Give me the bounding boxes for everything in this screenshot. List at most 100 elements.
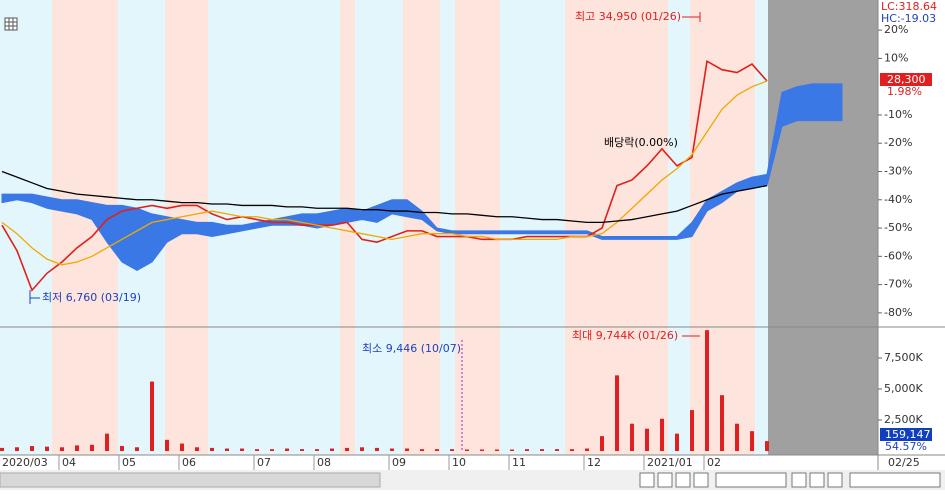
- y-tick-label: 7,500K: [884, 351, 923, 364]
- x-tick-label: 2021/01: [647, 456, 693, 469]
- x-end-label: 02/25: [888, 456, 920, 469]
- btn-stop[interactable]: [675, 472, 691, 488]
- volume-bar: [765, 441, 769, 451]
- readout-price: 28,300: [887, 73, 926, 86]
- volume-bar: [465, 449, 469, 451]
- readout-lc: LC:318.64: [881, 0, 937, 13]
- volume-bar: [720, 395, 724, 451]
- price-tag-bg: [880, 73, 932, 86]
- band: [500, 0, 565, 455]
- x-tick-label: 05: [122, 456, 136, 469]
- x-tick-label: 02: [707, 456, 721, 469]
- y-tick-label: -30%: [884, 165, 912, 178]
- x-tick-label: 07: [257, 456, 271, 469]
- volume-bar: [360, 447, 364, 451]
- volume-bar: [90, 444, 94, 451]
- volume-bar: [15, 447, 19, 451]
- y-tick-label: 5,000K: [884, 382, 923, 395]
- x-tick-label: 2020/03: [2, 456, 48, 469]
- volume-bar: [180, 443, 184, 451]
- volume-bar: [750, 431, 754, 451]
- y-tick-label: -70%: [884, 278, 912, 291]
- volume-bar: [135, 447, 139, 451]
- volume-bar: [705, 330, 709, 451]
- volume-bar: [165, 439, 169, 451]
- grid-icon[interactable]: [4, 17, 18, 31]
- volume-bar: [420, 449, 424, 451]
- volume-bar: [735, 423, 739, 451]
- y-tick-label: 2,500K: [884, 413, 923, 426]
- x-tick-label: 10: [452, 456, 466, 469]
- volume-bar: [525, 449, 529, 451]
- y-tick-label: -50%: [884, 221, 912, 234]
- volume-bar: [30, 446, 34, 451]
- band: [440, 0, 455, 455]
- volume-bar: [195, 447, 199, 451]
- volume-bar: [150, 381, 154, 451]
- volume-bar: [105, 433, 109, 451]
- y-tick-label: -40%: [884, 193, 912, 206]
- y-tick-label: -60%: [884, 249, 912, 262]
- band: [755, 0, 768, 455]
- volume-bar: [390, 448, 394, 451]
- volume-bar: [585, 448, 589, 451]
- volume-bar: [495, 449, 499, 451]
- annotation-vol-max: 최대 9,744K (01/26): [572, 329, 678, 342]
- btn-first[interactable]: [639, 472, 655, 488]
- volume-bar: [570, 449, 574, 451]
- volume-bar: [285, 448, 289, 451]
- x-tick-label: 11: [512, 456, 526, 469]
- btn-next[interactable]: [693, 472, 709, 488]
- cloud: [1, 83, 843, 272]
- volume-bar: [480, 449, 484, 451]
- readout-volume: 159,147: [885, 428, 931, 441]
- volume-bar: [45, 446, 49, 451]
- band: [768, 0, 878, 455]
- band: [340, 0, 355, 455]
- volume-bar: [555, 449, 559, 451]
- volume-bar: [345, 447, 349, 451]
- grid-icon-lines: [5, 18, 17, 30]
- volume-bar: [660, 418, 664, 451]
- volume-bar: [615, 375, 619, 451]
- band: [690, 0, 755, 455]
- x-tick-label: 08: [317, 456, 331, 469]
- volume-bar: [300, 449, 304, 451]
- volume-bar: [375, 447, 379, 451]
- btn-zoom-out[interactable]: [809, 472, 825, 488]
- volume-bar: [675, 433, 679, 451]
- volume-bar: [450, 449, 454, 451]
- volume-bar: [270, 449, 274, 451]
- readout-hc: HC:-19.03: [881, 12, 936, 25]
- nav-buttons: [639, 472, 941, 488]
- readout-change: 1.98%: [887, 85, 922, 98]
- volume-tag-bg: [880, 428, 932, 441]
- volume-bar: [255, 449, 259, 451]
- btn-zoom-in[interactable]: [791, 472, 807, 488]
- y-tick-label: -20%: [884, 136, 912, 149]
- volume-bar: [690, 410, 694, 451]
- y-tick-label: -10%: [884, 108, 912, 121]
- annotation-high: 최고 34,950 (01/26): [575, 10, 681, 23]
- annotation-vol-min: 최소 9,446 (10/07): [362, 342, 461, 355]
- volume-bar: [435, 449, 439, 451]
- volume-bar: [540, 449, 544, 451]
- tool-strip[interactable]: [849, 472, 941, 488]
- volume-bar: [0, 447, 4, 451]
- x-tick-label: 04: [62, 456, 76, 469]
- annotation-dividend: 배당락(0.00%): [604, 136, 678, 149]
- volume-bar: [225, 448, 229, 451]
- zoom-slider[interactable]: [715, 472, 787, 488]
- scrollbar[interactable]: [0, 472, 381, 488]
- annotation-low: 최저 6,760 (03/19): [42, 291, 141, 304]
- btn-prev[interactable]: [657, 472, 673, 488]
- volume-bar: [510, 449, 514, 451]
- x-tick-label: 06: [182, 456, 196, 469]
- x-tick-label: 12: [587, 456, 601, 469]
- volume-bar: [405, 448, 409, 451]
- btn-a[interactable]: [827, 472, 843, 488]
- readout-volume-pct: 54.57%: [885, 440, 927, 453]
- plot: [0, 59, 843, 451]
- band: [355, 0, 403, 455]
